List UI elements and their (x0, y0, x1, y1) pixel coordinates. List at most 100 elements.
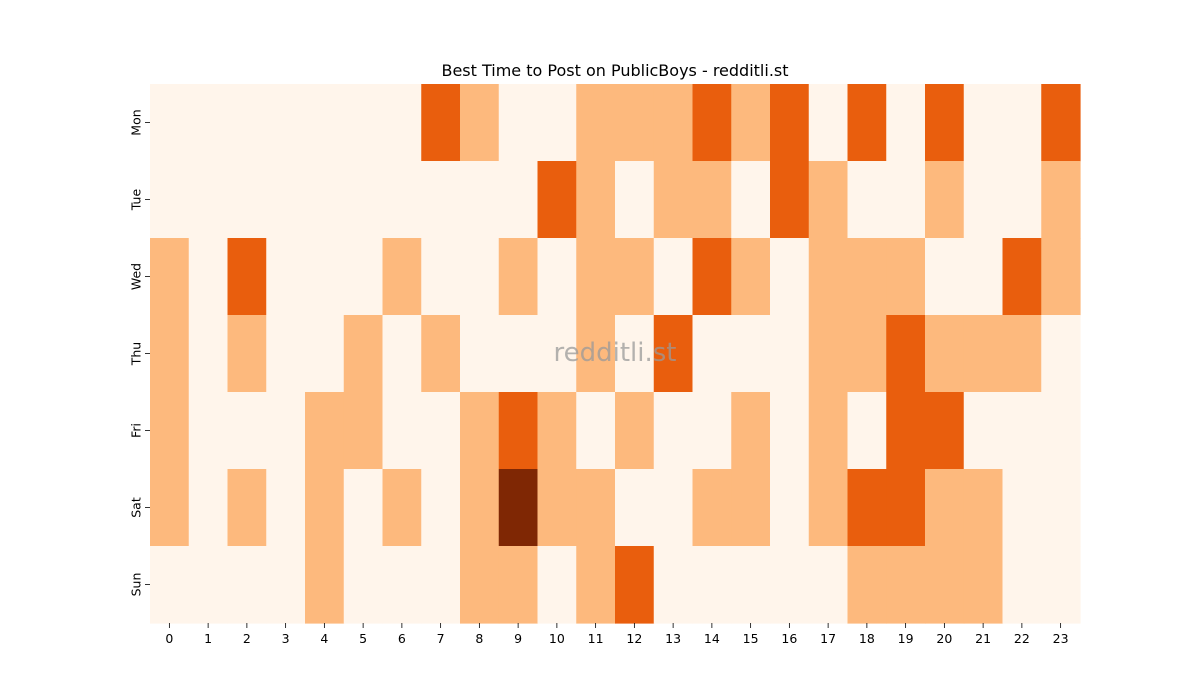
heatmap-cell-thu-16 (770, 315, 810, 393)
heatmap-cell-wed-7 (421, 238, 461, 316)
x-tick-label: 20 (936, 631, 952, 646)
heatmap-cell-wed-22 (1002, 238, 1042, 316)
heatmap-cell-thu-9 (498, 315, 539, 393)
heatmap-cell-sun-20 (925, 546, 965, 624)
heatmap-cell-tue-23 (1041, 161, 1081, 239)
heatmap-cell-tue-8 (460, 161, 500, 239)
heatmap-cell-sun-15 (731, 546, 771, 624)
heatmap-cell-mon-12 (615, 84, 655, 162)
heatmap-cell-mon-18 (847, 84, 887, 162)
x-tick-label: 23 (1053, 631, 1069, 646)
heatmap-cell-thu-21 (963, 315, 1004, 393)
heatmap-cell-tue-17 (808, 161, 849, 239)
heatmap-cell-thu-18 (847, 315, 887, 393)
heatmap-cell-tue-3 (266, 161, 306, 239)
heatmap-cell-fri-11 (576, 392, 616, 470)
x-tick-label: 18 (859, 631, 875, 646)
heatmap-cell-wed-1 (188, 238, 229, 316)
heatmap-cell-thu-11 (576, 315, 616, 393)
heatmap-cell-fri-8 (460, 392, 500, 470)
heatmap-cell-wed-23 (1041, 238, 1081, 316)
heatmap-cell-sat-8 (460, 469, 500, 547)
heatmap-cell-thu-0 (150, 315, 190, 393)
heatmap-cell-mon-11 (576, 84, 616, 162)
heatmap-cell-tue-2 (227, 161, 267, 239)
heatmap-cell-tue-19 (886, 161, 926, 239)
heatmap-cell-fri-6 (382, 392, 422, 470)
heatmap-cell-thu-15 (731, 315, 771, 393)
heatmap-cell-mon-9 (498, 84, 539, 162)
heatmap-cell-mon-1 (188, 84, 229, 162)
heatmap-cell-fri-13 (653, 392, 694, 470)
heatmap-cell-fri-15 (731, 392, 771, 470)
heatmap-cell-thu-10 (537, 315, 577, 393)
heatmap-cell-mon-3 (266, 84, 306, 162)
heatmap-cell-fri-20 (925, 392, 965, 470)
heatmap-cell-sun-0 (150, 546, 190, 624)
heatmap-cell-wed-21 (963, 238, 1004, 316)
heatmap-cell-sun-7 (421, 546, 461, 624)
heatmap-cell-mon-17 (808, 84, 849, 162)
heatmap-cell-thu-5 (343, 315, 384, 393)
heatmap-cell-tue-5 (343, 161, 384, 239)
x-tick-label: 2 (243, 631, 251, 646)
heatmap-cell-wed-0 (150, 238, 190, 316)
heatmap-cell-sun-13 (653, 546, 694, 624)
heatmap-cell-thu-17 (808, 315, 849, 393)
heatmap-cell-thu-8 (460, 315, 500, 393)
x-tick-label: 4 (320, 631, 328, 646)
heatmap-cell-mon-22 (1002, 84, 1042, 162)
heatmap-cell-mon-8 (460, 84, 500, 162)
x-tick-label: 7 (437, 631, 445, 646)
y-tick-label: Tue (129, 189, 144, 212)
heatmap-cell-wed-16 (770, 238, 810, 316)
heatmap-cell-fri-16 (770, 392, 810, 470)
heatmap-cell-sat-7 (421, 469, 461, 547)
x-tick-label: 21 (975, 631, 991, 646)
heatmap-cell-mon-15 (731, 84, 771, 162)
heatmap-cell-thu-1 (188, 315, 229, 393)
heatmap-cell-wed-4 (305, 238, 345, 316)
heatmap-cell-sun-10 (537, 546, 577, 624)
heatmap-cell-sat-12 (615, 469, 655, 547)
heatmap-cell-wed-10 (537, 238, 577, 316)
heatmap-cell-thu-6 (382, 315, 422, 393)
heatmap-cell-sat-13 (653, 469, 694, 547)
x-tick-label: 17 (820, 631, 836, 646)
y-tick-label: Sun (129, 573, 144, 597)
heatmap-cell-thu-23 (1041, 315, 1081, 393)
heatmap-cell-tue-7 (421, 161, 461, 239)
y-tick-label: Sat (129, 497, 144, 518)
heatmap-cell-sat-10 (537, 469, 577, 547)
x-tick-label: 22 (1014, 631, 1030, 646)
heatmap-cell-sun-2 (227, 546, 267, 624)
heatmap-cell-mon-19 (886, 84, 926, 162)
heatmap-cell-sat-3 (266, 469, 306, 547)
heatmap-cell-wed-14 (692, 238, 732, 316)
heatmap-cell-fri-18 (847, 392, 887, 470)
heatmap-cell-tue-16 (770, 161, 810, 239)
heatmap-cell-fri-5 (343, 392, 384, 470)
heatmap-cells (150, 84, 1081, 624)
heatmap-cell-fri-19 (886, 392, 926, 470)
heatmap-cell-sat-21 (963, 469, 1004, 547)
heatmap-cell-tue-21 (963, 161, 1004, 239)
heatmap-cell-fri-10 (537, 392, 577, 470)
heatmap-cell-sat-1 (188, 469, 229, 547)
heatmap-cell-sun-14 (692, 546, 732, 624)
heatmap-cell-mon-21 (963, 84, 1004, 162)
x-tick-label: 0 (165, 631, 173, 646)
heatmap-cell-wed-2 (227, 238, 267, 316)
heatmap-cell-fri-12 (615, 392, 655, 470)
heatmap-cell-sun-21 (963, 546, 1004, 624)
heatmap-cell-tue-15 (731, 161, 771, 239)
heatmap-cell-sat-17 (808, 469, 849, 547)
heatmap-cell-wed-17 (808, 238, 849, 316)
heatmap-cell-sat-16 (770, 469, 810, 547)
heatmap-cell-wed-9 (498, 238, 539, 316)
heatmap-cell-wed-12 (615, 238, 655, 316)
heatmap-cell-mon-23 (1041, 84, 1081, 162)
y-tick-label: Mon (129, 109, 144, 135)
heatmap-cell-sat-20 (925, 469, 965, 547)
heatmap-cell-thu-14 (692, 315, 732, 393)
